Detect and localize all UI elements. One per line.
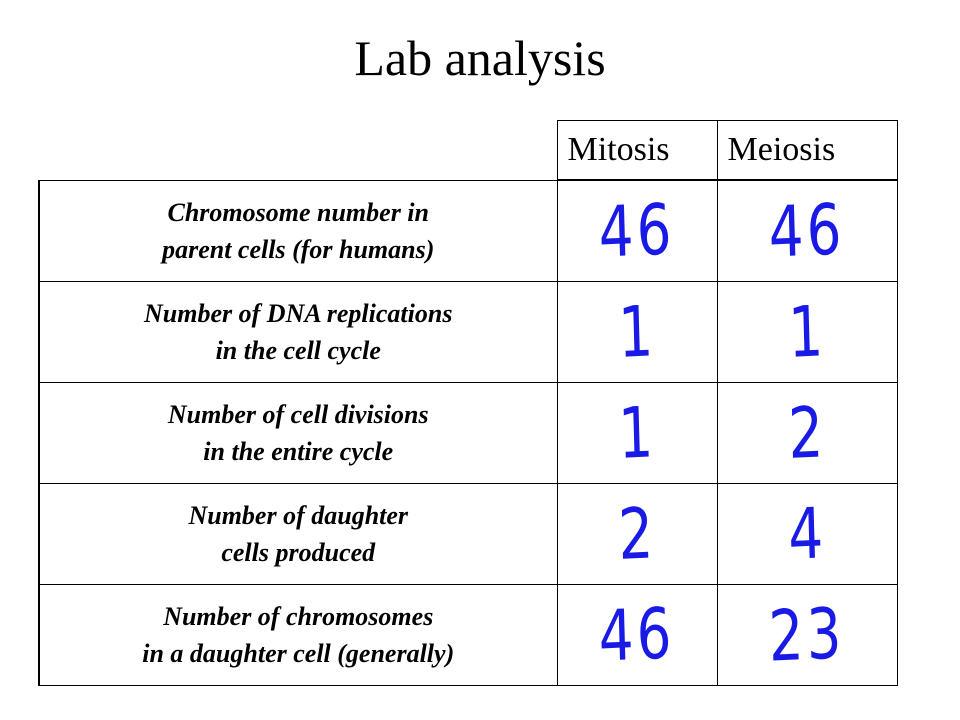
handwritten-value: 23 (768, 592, 846, 678)
handwritten-value: 1 (616, 290, 658, 374)
handwritten-value: 2 (616, 492, 658, 576)
analysis-table-container: Mitosis Meiosis Chromosome number in par… (38, 120, 898, 686)
row-label: Number of chromosomes in a daughter cell… (38, 584, 558, 686)
row-label-line: Number of chromosomes (163, 602, 434, 631)
handwritten-value: 4 (786, 492, 828, 576)
handwritten-value: 46 (598, 188, 676, 274)
analysis-table: Mitosis Meiosis Chromosome number in par… (38, 120, 898, 686)
handwritten-value: 46 (768, 188, 846, 274)
row-label-line: Number of daughter (188, 501, 409, 530)
table-row: Number of cell divisions in the entire c… (38, 382, 898, 484)
column-header-mitosis: Mitosis (556, 120, 718, 181)
meiosis-value-cell: 46 (716, 179, 898, 282)
row-label-line: in a daughter cell (generally) (142, 639, 455, 668)
row-label: Chromosome number in parent cells (for h… (38, 179, 558, 282)
meiosis-value-cell: 23 (716, 584, 898, 686)
mitosis-value-cell: 1 (556, 382, 718, 484)
table-row: Number of chromosomes in a daughter cell… (38, 584, 898, 686)
mitosis-value-cell: 2 (556, 483, 718, 585)
table-corner-cell (39, 121, 557, 181)
meiosis-value-cell: 1 (716, 281, 898, 383)
row-label: Number of daughter cells produced (38, 483, 558, 585)
table-row: Number of DNA replications in the cell c… (38, 281, 898, 383)
row-label-line: Number of DNA replications (144, 299, 453, 328)
mitosis-value-cell: 1 (556, 281, 718, 383)
page-title: Lab analysis (354, 30, 606, 86)
table-header-row: Mitosis Meiosis (39, 120, 898, 181)
row-label-line: in the cell cycle (215, 336, 381, 365)
row-label-line: parent cells (for humans) (162, 234, 435, 264)
handwritten-value: 46 (598, 592, 676, 678)
table-row: Chromosome number in parent cells (for h… (38, 179, 898, 282)
row-label: Number of DNA replications in the cell c… (38, 281, 558, 383)
meiosis-value-cell: 2 (716, 382, 898, 484)
row-label-line: Number of cell divisions (167, 400, 429, 429)
handwritten-value: 2 (786, 391, 828, 475)
handwritten-value: 1 (616, 391, 658, 475)
row-label-line: cells produced (221, 538, 376, 567)
column-header-meiosis: Meiosis (716, 120, 898, 181)
row-label-line: in the entire cycle (203, 437, 394, 466)
meiosis-value-cell: 4 (716, 483, 898, 585)
table-row: Number of daughter cells produced 2 4 (38, 483, 898, 585)
row-label-line: Chromosome number in (167, 197, 429, 227)
mitosis-value-cell: 46 (556, 179, 718, 282)
row-label: Number of cell divisions in the entire c… (38, 382, 558, 484)
handwritten-value: 1 (786, 290, 828, 374)
mitosis-value-cell: 46 (556, 584, 718, 686)
